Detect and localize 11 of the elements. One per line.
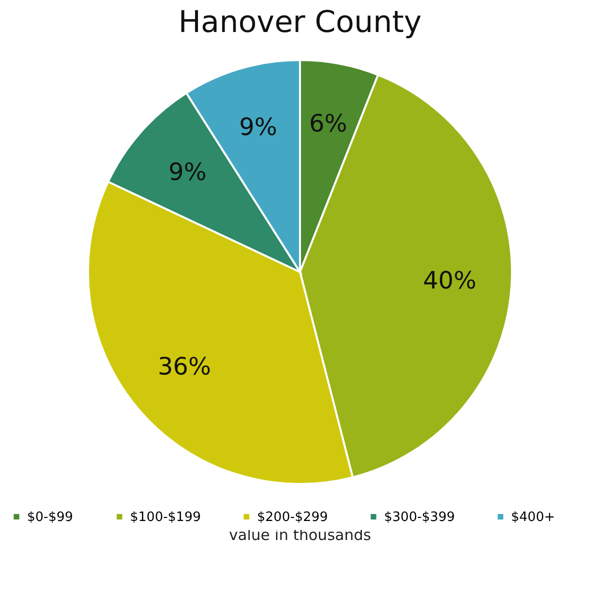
legend-label: $300-$399 [384,510,455,525]
legend-label: $100-$199 [130,510,201,525]
data-label: 9% [239,112,278,141]
chart-title: Hanover County [178,5,422,40]
legend-label: $400+ [511,510,555,525]
data-label: 36% [158,352,212,381]
legend-label: $200-$299 [257,510,328,525]
data-label: 9% [168,158,207,186]
data-label: 6% [309,110,348,138]
data-label: 40% [423,266,476,294]
legend-label: $0-$99 [27,510,74,525]
